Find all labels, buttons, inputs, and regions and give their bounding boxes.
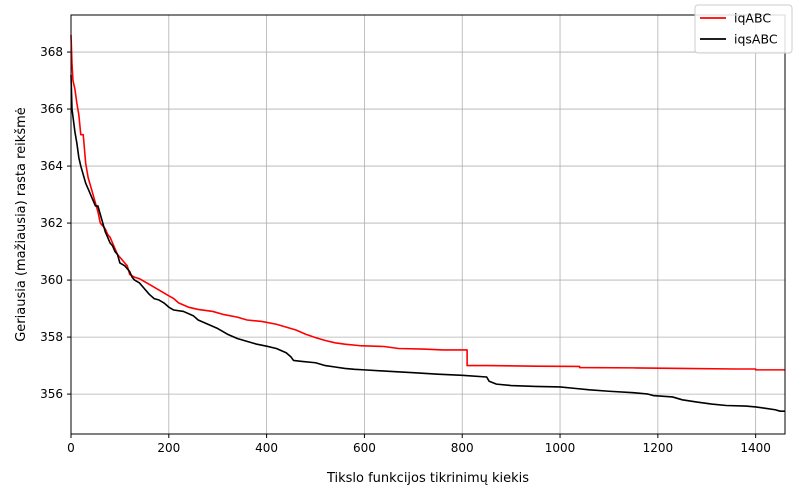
- y-tick-label: 366: [40, 102, 63, 116]
- y-tick-label: 364: [40, 159, 63, 173]
- plot-frame: [70, 14, 786, 435]
- series-lines: [70, 34, 785, 412]
- x-tick-label: 1400: [740, 441, 771, 455]
- x-axis-label: Tikslo funkcijos tikrinimų kiekis: [326, 471, 529, 486]
- x-tick-label: 1200: [643, 441, 674, 455]
- y-tick-label: 362: [40, 216, 63, 230]
- legend-label-iqabc: iqABC: [734, 11, 771, 26]
- y-tick-label: 356: [40, 387, 63, 401]
- y-axis-ticks: 356 358 360 362 364 366 368: [40, 45, 71, 401]
- series-line-iqabc: [70, 34, 785, 371]
- x-tick-label: 400: [255, 441, 278, 455]
- legend: iqABC iqsABC: [694, 4, 793, 54]
- y-tick-label: 368: [40, 45, 63, 59]
- x-tick-label: 0: [67, 441, 75, 455]
- y-tick-label: 360: [40, 273, 63, 287]
- x-tick-label: 200: [157, 441, 180, 455]
- x-tick-label: 600: [353, 441, 376, 455]
- legend-label-iqsabc: iqsABC: [734, 32, 778, 47]
- x-tick-label: 800: [451, 441, 474, 455]
- y-tick-label: 358: [40, 330, 63, 344]
- grid: [70, 15, 785, 434]
- series-line-iqsabc: [70, 74, 785, 412]
- x-tick-label: 1000: [545, 441, 576, 455]
- legend-box: [694, 4, 793, 54]
- y-axis-label: Geriausia (mažiausia) rasta reikšmė: [14, 107, 29, 342]
- x-axis-ticks: 0 200 400 600 800 1000 1200 1400: [67, 434, 771, 455]
